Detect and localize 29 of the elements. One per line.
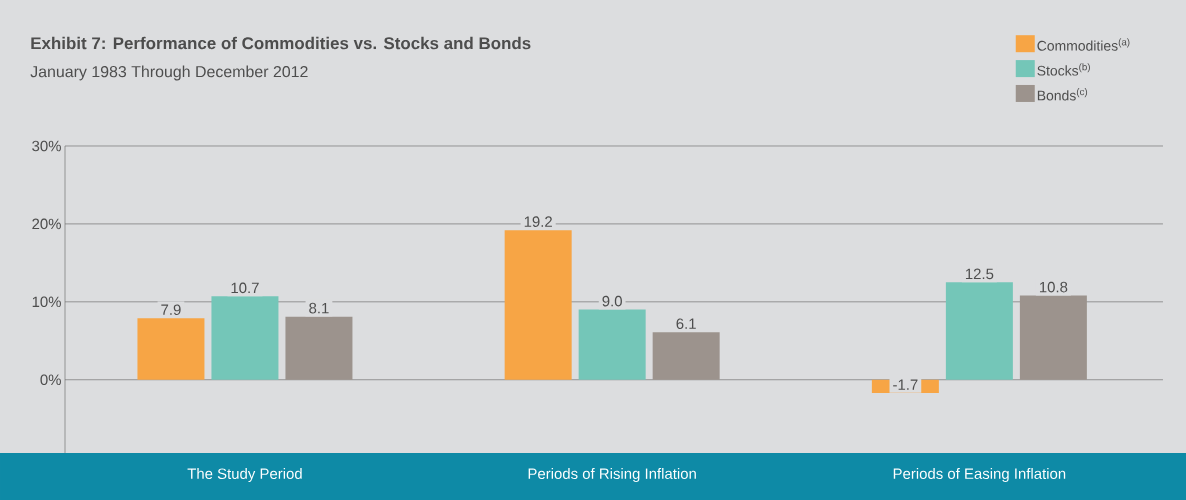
data-label: 12.5: [965, 268, 994, 280]
chart-title: Exhibit 7: Performance of Commodities vs. Stocks and Bonds: [31, 36, 531, 50]
x-tick-label: Periods of Rising Inflation: [528, 468, 696, 482]
data-label: 8.1: [309, 302, 329, 314]
bar: [945, 282, 1013, 380]
y-tick-label: 20%: [32, 218, 61, 230]
bar: [652, 332, 720, 380]
legend-label: Stocks$^{(b)}$: [1037, 63, 1090, 76]
bar: [578, 309, 646, 380]
data-label: -1.7: [893, 379, 918, 390]
bar: [211, 296, 279, 380]
legend-label: Bonds$^{(c)}$: [1037, 88, 1088, 101]
data-label: 10.8: [1039, 281, 1068, 293]
bar: [1019, 295, 1087, 380]
y-tick-label: 30%: [32, 140, 61, 152]
x-tick-label: The Study Period: [187, 468, 302, 482]
chart-subtitle: January 1983 Through December 2012: [30, 65, 308, 81]
y-tick-label: 0%: [40, 374, 61, 386]
bar: [504, 230, 572, 380]
data-label: 9.0: [602, 295, 622, 307]
legend-label: Commodities$^{(a)}$: [1037, 38, 1130, 51]
bar: [137, 318, 205, 380]
data-label: 19.2: [524, 216, 552, 227]
bar: [285, 316, 353, 380]
x-tick-label: Periods of Easing Inflation: [893, 468, 1066, 482]
data-label: 7.9: [161, 304, 181, 315]
y-tick-label: 10%: [32, 296, 61, 308]
data-label: 10.7: [231, 282, 259, 294]
data-label: 6.1: [676, 318, 696, 330]
